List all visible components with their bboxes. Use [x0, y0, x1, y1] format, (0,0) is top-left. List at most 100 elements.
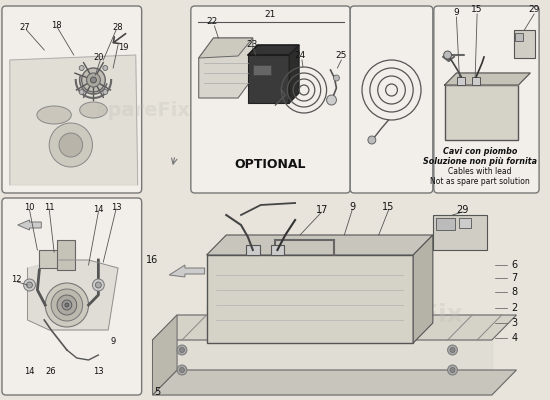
Circle shape	[179, 368, 184, 372]
Circle shape	[179, 348, 184, 352]
Text: Cables with lead: Cables with lead	[448, 168, 512, 176]
Text: 14: 14	[93, 206, 103, 214]
Text: 9: 9	[454, 8, 459, 17]
Polygon shape	[152, 315, 516, 340]
FancyBboxPatch shape	[2, 6, 142, 193]
Bar	[514, 30, 535, 58]
Text: 12: 12	[12, 276, 22, 284]
Text: 9: 9	[111, 338, 116, 346]
Polygon shape	[289, 45, 299, 103]
Circle shape	[26, 282, 32, 288]
Circle shape	[177, 345, 187, 355]
Text: 26: 26	[46, 368, 57, 376]
Text: 18: 18	[51, 20, 62, 30]
Text: 20: 20	[93, 54, 103, 62]
Text: 11: 11	[44, 202, 54, 212]
Circle shape	[327, 95, 337, 105]
Circle shape	[24, 279, 35, 291]
Text: 28: 28	[113, 24, 123, 32]
Text: 19: 19	[118, 44, 128, 52]
Circle shape	[92, 279, 104, 291]
Text: OPTIONAL: OPTIONAL	[235, 158, 306, 172]
Text: spareFix: spareFix	[96, 100, 190, 120]
Circle shape	[448, 345, 458, 355]
Text: 21: 21	[265, 10, 276, 19]
Circle shape	[81, 68, 105, 92]
Bar	[57, 240, 75, 270]
Circle shape	[91, 77, 96, 83]
Text: 14: 14	[24, 368, 35, 376]
Text: 29: 29	[529, 5, 540, 14]
Bar	[246, 245, 260, 255]
Ellipse shape	[37, 106, 72, 124]
Text: 8: 8	[512, 287, 518, 297]
Text: 2: 2	[512, 303, 518, 313]
Circle shape	[86, 73, 100, 87]
Polygon shape	[169, 265, 205, 277]
Bar	[472, 77, 480, 85]
Bar	[248, 55, 289, 103]
Polygon shape	[413, 235, 433, 343]
Circle shape	[62, 300, 72, 310]
Bar	[459, 218, 471, 228]
Text: 13: 13	[111, 202, 122, 212]
Circle shape	[448, 365, 458, 375]
FancyBboxPatch shape	[350, 6, 433, 193]
Bar	[515, 33, 524, 41]
Circle shape	[79, 90, 84, 94]
Circle shape	[103, 90, 108, 94]
Circle shape	[45, 283, 89, 327]
Polygon shape	[10, 55, 138, 185]
Polygon shape	[152, 315, 177, 395]
Text: 22: 22	[206, 17, 217, 26]
Circle shape	[59, 133, 82, 157]
Text: 17: 17	[316, 205, 328, 215]
Polygon shape	[199, 38, 253, 58]
Text: 15: 15	[471, 5, 483, 14]
Circle shape	[51, 289, 82, 321]
Text: 4: 4	[512, 333, 518, 343]
Text: 24: 24	[294, 51, 306, 60]
Text: 10: 10	[24, 204, 35, 212]
Circle shape	[79, 66, 84, 70]
Text: spareFix: spareFix	[205, 298, 326, 322]
Text: 7: 7	[512, 273, 518, 283]
Text: 6: 6	[512, 260, 518, 270]
Ellipse shape	[80, 102, 107, 118]
Text: 3: 3	[512, 318, 518, 328]
Text: 9: 9	[349, 202, 355, 212]
Text: Not as spare part solution: Not as spare part solution	[430, 178, 530, 186]
Polygon shape	[152, 370, 516, 395]
Text: 29: 29	[456, 205, 469, 215]
Bar	[40, 250, 74, 268]
Text: Cavi con piombo: Cavi con piombo	[443, 148, 517, 156]
Text: Soluzione non più fornita: Soluzione non più fornita	[423, 158, 537, 166]
FancyBboxPatch shape	[191, 6, 350, 193]
FancyBboxPatch shape	[434, 6, 539, 193]
Bar	[253, 65, 271, 75]
FancyBboxPatch shape	[2, 198, 142, 395]
Circle shape	[95, 282, 101, 288]
Polygon shape	[248, 45, 299, 55]
Text: 16: 16	[146, 255, 158, 265]
Bar	[458, 77, 465, 85]
Polygon shape	[207, 235, 433, 255]
Circle shape	[177, 365, 187, 375]
Circle shape	[49, 123, 92, 167]
Bar	[207, 255, 413, 343]
Polygon shape	[444, 73, 530, 85]
Text: 13: 13	[93, 368, 104, 376]
Text: 25: 25	[336, 51, 347, 60]
Text: 5: 5	[154, 387, 161, 397]
Text: 23: 23	[246, 40, 257, 49]
Circle shape	[368, 136, 376, 144]
Circle shape	[103, 66, 108, 70]
Text: 15: 15	[382, 202, 395, 212]
Circle shape	[450, 348, 455, 352]
Circle shape	[444, 51, 452, 59]
Bar	[271, 245, 284, 255]
Bar	[436, 218, 455, 230]
Circle shape	[450, 368, 455, 372]
Text: spareFix: spareFix	[343, 303, 464, 327]
Polygon shape	[28, 260, 118, 330]
